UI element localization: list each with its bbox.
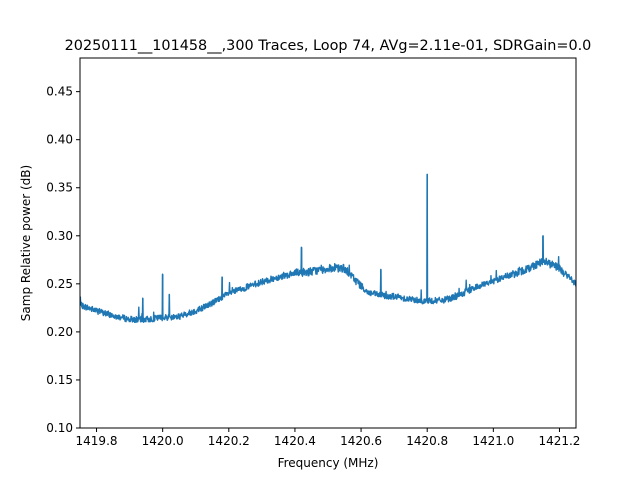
- y-axis-label: Samp Relative power (dB): [19, 165, 33, 321]
- y-tick-label: 0.45: [46, 85, 73, 99]
- x-tick-label: 1421.2: [538, 434, 580, 448]
- y-axis: 0.10 0.15 0.20 0.25 0.30 0.35 0.40 0.45: [46, 85, 80, 435]
- x-axis-label: Frequency (MHz): [278, 456, 379, 470]
- y-tick-label: 0.25: [46, 277, 73, 291]
- x-tick-label: 1421.0: [472, 434, 514, 448]
- y-tick-label: 0.40: [46, 133, 73, 147]
- series-line-power: [80, 173, 576, 324]
- x-tick-label: 1420.2: [208, 434, 250, 448]
- x-axis: 1419.8 1420.0 1420.2 1420.4 1420.6 1420.8 1421…: [76, 428, 580, 448]
- x-tick-label: 1420.0: [142, 434, 184, 448]
- chart-title: 20250111__101458__,300 Traces, Loop 74, …: [65, 38, 592, 54]
- y-tick-label: 0.10: [46, 421, 73, 435]
- y-tick-label: 0.20: [46, 325, 73, 339]
- x-tick-label: 1420.6: [340, 434, 382, 448]
- y-tick-label: 0.15: [46, 373, 73, 387]
- x-tick-label: 1420.4: [274, 434, 316, 448]
- plot-frame: [79, 57, 577, 429]
- x-tick-label: 1420.8: [406, 434, 448, 448]
- x-tick-label: 1419.8: [76, 434, 118, 448]
- y-tick-label: 0.30: [46, 229, 73, 243]
- y-tick-label: 0.35: [46, 181, 73, 195]
